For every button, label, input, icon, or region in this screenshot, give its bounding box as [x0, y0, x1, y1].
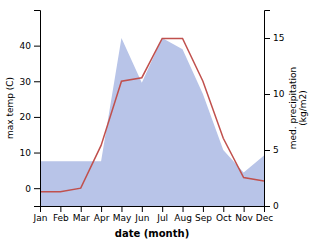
tick-label: Jul — [156, 213, 168, 223]
tick: 40 — [20, 41, 40, 51]
tick-label: Mar — [73, 213, 90, 223]
tick-label: 0 — [273, 201, 279, 211]
tick-label: 10 — [20, 148, 32, 158]
tick-mark — [60, 206, 61, 212]
axis: Jan Feb Mar AprMayJun Jul AugSep OctNovDec — [33, 206, 274, 223]
tick: 15 — [264, 33, 284, 43]
tick-mark — [203, 206, 204, 212]
tick-mark — [183, 206, 184, 212]
tick: 10 — [20, 148, 40, 158]
tick: 20 — [20, 112, 40, 122]
tick: 0 — [25, 184, 40, 194]
tick: Mar — [73, 206, 90, 223]
tick-mark — [244, 206, 245, 212]
axis-domain — [41, 207, 265, 213]
tick: Feb — [53, 206, 69, 223]
axis: 0 5 10 15 — [264, 11, 285, 212]
tick: Sep — [195, 206, 212, 223]
tick-mark — [101, 206, 102, 212]
tick-mark — [81, 206, 82, 212]
tick-mark — [34, 188, 40, 189]
axis-domain — [265, 11, 271, 207]
tick-label: May — [113, 213, 132, 223]
marks — [40, 38, 264, 206]
axis: 0 10 20 30 40 — [20, 11, 41, 207]
tick-label: 10 — [273, 89, 285, 99]
tick-label: Jan — [33, 213, 48, 223]
tick-label: Feb — [53, 213, 69, 223]
tick-mark — [34, 46, 40, 47]
tick-mark — [264, 206, 270, 207]
tick-mark — [223, 206, 224, 212]
tick-label: Sep — [195, 213, 212, 223]
tick-mark — [142, 206, 143, 212]
tick: Jan — [33, 206, 48, 223]
line — [40, 39, 264, 192]
tick-mark — [34, 117, 40, 118]
tick-mark — [34, 81, 40, 82]
tick-label: 5 — [273, 145, 279, 155]
tick-label: Nov — [235, 213, 253, 223]
tick: 30 — [20, 77, 40, 87]
tick-label: Dec — [256, 213, 273, 223]
tick: 0 — [264, 201, 279, 211]
tick: May — [113, 206, 132, 223]
tick-label: 30 — [20, 77, 32, 87]
tick-label: 15 — [273, 33, 284, 43]
tick: Oct — [216, 206, 232, 223]
tick-label: Apr — [94, 213, 110, 223]
tick: 5 — [264, 145, 279, 155]
tick: Dec — [256, 206, 273, 223]
plot-area: JanFebMarAprMayJunJulAugSepOctNovDec0102… — [20, 11, 285, 224]
tick: Apr — [94, 206, 110, 223]
tick-label: 20 — [20, 112, 32, 122]
tick-mark — [264, 150, 270, 151]
area — [40, 38, 264, 206]
tick-label: 40 — [20, 41, 32, 51]
tick-label: Jun — [134, 213, 149, 223]
tick-mark — [264, 38, 270, 39]
tick: 10 — [264, 89, 285, 99]
tick-mark — [34, 153, 40, 154]
tick-label: Oct — [216, 213, 232, 223]
x-axis-title: date (month) — [115, 228, 189, 239]
tick-mark — [162, 206, 163, 212]
tick: Jul — [156, 206, 168, 223]
tick: Jun — [134, 206, 149, 223]
tick-label: 0 — [25, 184, 31, 194]
axis-domain — [34, 11, 41, 207]
y-axis-title: max temp (C) — [5, 77, 15, 139]
tick-mark — [264, 94, 270, 95]
tick: Nov — [235, 206, 253, 223]
tick-label: Aug — [174, 213, 192, 223]
chart: JanFebMarAprMayJunJulAugSepOctNovDec0102… — [0, 0, 318, 242]
y2-axis-title: med. precipitation(kg/m2) — [288, 67, 308, 149]
tick: Aug — [174, 206, 192, 223]
tick-mark — [121, 206, 122, 212]
